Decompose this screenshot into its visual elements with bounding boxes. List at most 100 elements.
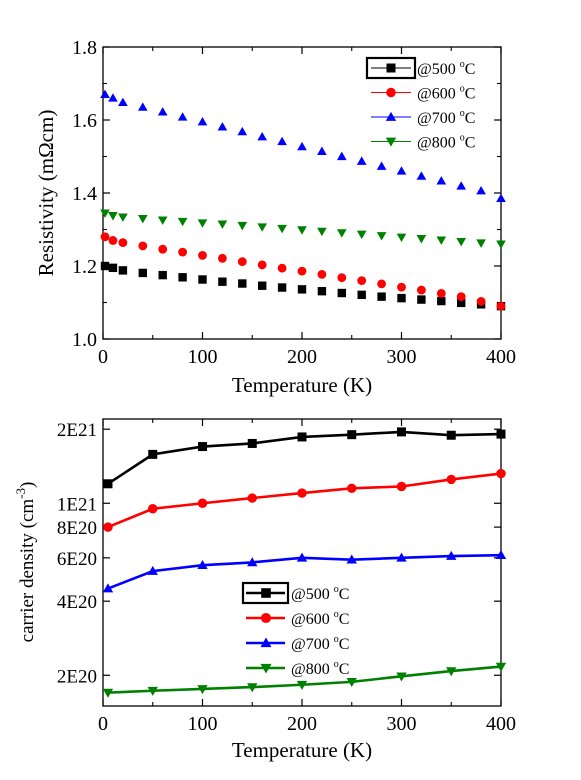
data-point: [417, 295, 426, 304]
x-tick-label: 0: [98, 713, 108, 735]
data-point: [296, 552, 308, 562]
x-tick-label: 400: [486, 713, 516, 735]
y-axis-label: Resistivity (mΩcm): [34, 110, 58, 277]
data-point: [337, 288, 346, 298]
data-point: [147, 565, 158, 575]
y-axis-label: carrier density (cm-3): [13, 482, 38, 643]
data-point: [297, 432, 307, 442]
data-point: [158, 244, 168, 254]
legend-label: @600 oC: [291, 609, 349, 628]
y-tick-label: 1.0: [72, 329, 97, 351]
legend-marker: [260, 637, 272, 648]
data-point: [247, 557, 258, 567]
data-point: [336, 229, 347, 238]
y-tick-label: 2E21: [57, 420, 97, 441]
data-point: [396, 166, 407, 175]
y-axis-label-exponent: -3: [13, 488, 28, 499]
data-point: [297, 141, 307, 151]
data-point: [436, 236, 447, 245]
data-point: [257, 131, 268, 141]
x-tick-label: 200: [287, 346, 317, 368]
data-point: [336, 151, 347, 161]
x-axis-label: Temperature (K): [232, 738, 372, 762]
data-point: [277, 136, 287, 146]
legend-label: @700 oC: [291, 634, 349, 653]
data-point: [446, 474, 456, 485]
data-point: [247, 438, 257, 448]
legend-marker: [260, 663, 272, 674]
x-tick-label: 100: [188, 346, 218, 368]
x-tick-label: 400: [486, 346, 516, 368]
y-tick-label: 1E21: [57, 494, 97, 515]
x-axis-label: Temperature (K): [232, 373, 372, 397]
y-tick-label: 4E20: [57, 592, 97, 613]
legend-label: @800 oC: [417, 132, 475, 151]
legend-marker: [261, 588, 271, 598]
data-point: [100, 209, 110, 218]
data-point: [148, 449, 158, 459]
data-point: [108, 236, 118, 245]
legend-label: @800 oC: [291, 659, 349, 678]
data-point: [177, 112, 188, 121]
axis-ticks: 0 100 200 300 400 1.0 1.2 1.4 1.6 1.8: [72, 37, 516, 368]
data-point: [197, 219, 208, 228]
data-point: [457, 298, 466, 308]
data-point: [103, 522, 113, 532]
y-tick-label: 2E20: [57, 666, 97, 687]
data-point: [496, 240, 506, 249]
data-point: [376, 232, 387, 241]
data-point: [396, 672, 407, 682]
data-point: [100, 89, 110, 99]
data-point: [147, 686, 158, 696]
data-point: [237, 221, 248, 231]
series: [100, 232, 506, 311]
data-point: [297, 488, 307, 498]
data-point: [436, 288, 446, 298]
carrier-density-chart: 0 100 200 300 400 2E20 4E20 6E20 8E20 1E21 2E21 @5…: [13, 418, 516, 762]
data-point: [297, 226, 307, 235]
data-point: [108, 212, 118, 221]
y-axis-label-main: carrier density (cm: [17, 499, 38, 643]
legend-label: @500 oC: [291, 584, 349, 603]
data-point: [476, 296, 486, 306]
legend-marker: [385, 137, 397, 147]
data-point: [337, 273, 347, 283]
data-point: [108, 93, 118, 102]
y-tick-label: 6E20: [57, 549, 97, 570]
data-point: [157, 107, 168, 116]
data-point: [297, 285, 307, 294]
data-point: [317, 269, 327, 279]
data-point: [138, 241, 148, 251]
data-point: [446, 667, 457, 677]
data-point: [446, 430, 456, 440]
series-layer: [102, 427, 507, 698]
data-point: [217, 253, 227, 263]
legend-highlight-box: [365, 56, 417, 80]
data-point: [137, 214, 148, 224]
data-point: [102, 688, 114, 698]
data-point: [347, 430, 357, 440]
legend-label: @700 oC: [417, 108, 475, 127]
legend-highlight-box: [241, 581, 290, 605]
legend-marker: [260, 612, 272, 624]
x-tick-label: 300: [387, 346, 417, 368]
x-tick-label: 200: [287, 713, 317, 735]
data-point: [377, 279, 387, 289]
legend: @500 oC @600 oC @700 oC @800 oC: [365, 56, 475, 152]
data-point: [416, 285, 426, 295]
data-point: [277, 283, 287, 292]
data-point: [197, 116, 208, 126]
x-tick-label: 100: [188, 713, 218, 735]
data-point: [197, 498, 208, 508]
data-point: [357, 290, 366, 300]
data-point: [476, 239, 486, 248]
data-point: [436, 176, 447, 185]
data-point: [317, 286, 327, 296]
data-point: [258, 281, 267, 290]
data-point: [346, 554, 357, 564]
series: [102, 662, 507, 698]
data-point: [118, 213, 128, 222]
legend-label: @500 oC: [417, 59, 475, 78]
data-point: [296, 680, 308, 690]
